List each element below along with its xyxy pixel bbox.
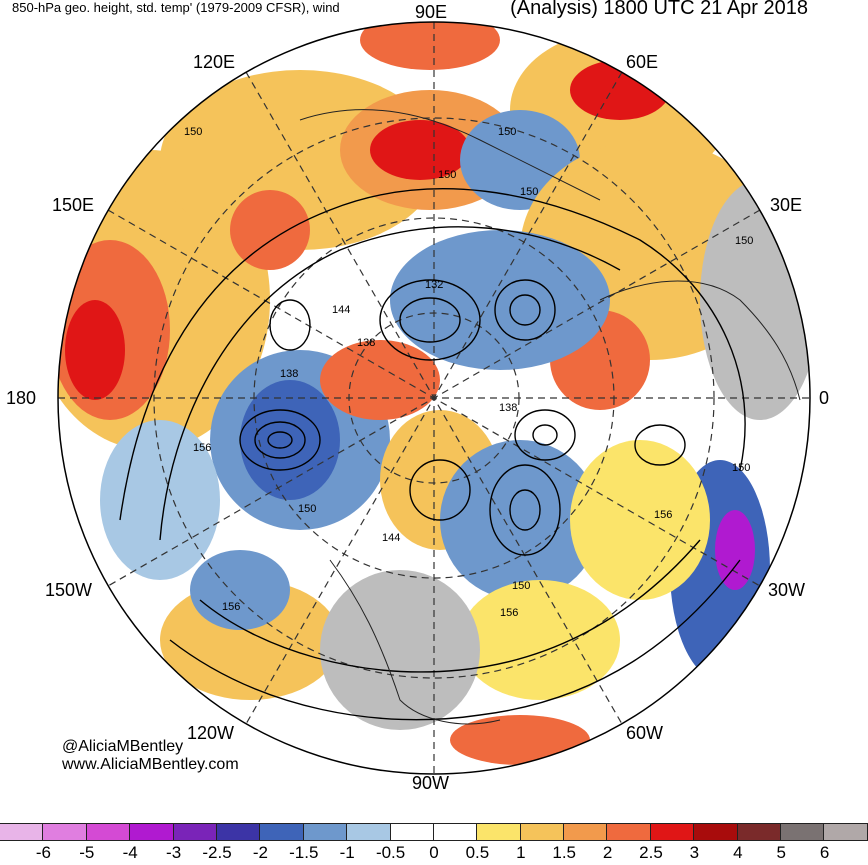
- lon-label-150w: 150W: [45, 580, 92, 600]
- contour-label: 156: [193, 442, 211, 454]
- colorbar-tick-label: -4: [122, 843, 138, 862]
- colorbar-swatch: [737, 823, 782, 841]
- colorbar-swatch: [130, 823, 174, 841]
- colorbar-swatch: [520, 823, 565, 841]
- colorbar-swatch: [216, 823, 261, 841]
- colorbar-tick-label: -1.5: [289, 843, 319, 862]
- lon-label-150e: 150E: [52, 195, 94, 215]
- lon-label-120e: 120E: [193, 52, 235, 72]
- colorbar-tick-label: 0: [429, 843, 439, 862]
- lat-lon-grid: [58, 22, 810, 774]
- colorbar-ticks: -6 -5 -4 -3 -2.5 -2 -1.5 -1 -0.5 0 0.5 1 1.5 2 2.5 3 4 5 6: [0, 843, 868, 863]
- colorbar-swatch: [477, 823, 521, 841]
- height-contours: [119, 188, 746, 721]
- colorbar-swatch: [43, 823, 87, 841]
- contour-label: 138: [280, 368, 298, 380]
- contour-label: 144: [382, 532, 400, 544]
- lon-label-90e: 90E: [415, 2, 447, 22]
- colorbar-swatch: [303, 823, 348, 841]
- colorbar-tick-label: 0.5: [465, 843, 490, 862]
- contour-label: 150: [498, 126, 516, 138]
- colorbar: -6 -5 -4 -3 -2.5 -2 -1.5 -1 -0.5 0 0.5 1 1.5 2 2.5 3 4 5 6: [0, 823, 868, 865]
- contour-label: 150: [512, 580, 530, 592]
- lon-label-60w: 60W: [626, 723, 663, 743]
- colorbar-swatch: [260, 823, 304, 841]
- colorbar-swatch: [824, 823, 868, 841]
- contour-labels: 150 150 150 150 150 132 144 138 138 138 …: [184, 126, 753, 619]
- colorbar-swatch: [173, 823, 217, 841]
- colorbar-tick-label: 2.5: [639, 843, 663, 862]
- map-title-left: 850-hPa geo. height, std. temp' (1979-20…: [12, 0, 340, 15]
- lon-label-90w: 90W: [412, 773, 449, 793]
- contour-label: 138: [357, 337, 375, 349]
- colorbar-tick-label: 1: [516, 843, 526, 862]
- coastlines: [299, 109, 801, 725]
- lon-label-120w: 120W: [187, 723, 234, 743]
- colorbar-swatches: [0, 823, 868, 841]
- lon-label-180: 180: [6, 388, 36, 408]
- contour-label: 150: [520, 186, 538, 198]
- colorbar-tick-label: 4: [733, 843, 743, 862]
- colorbar-tick-label: 2: [602, 843, 613, 862]
- map-disk: [58, 22, 810, 774]
- colorbar-swatch: [564, 823, 608, 841]
- contour-label: 150: [184, 126, 202, 138]
- contour-label: 132: [425, 279, 443, 291]
- contour-label: 138: [499, 402, 517, 414]
- longitude-labels: 90E 60E 30E 0 30W 60W 90W 120W 150W 180 …: [6, 2, 829, 793]
- contour-label: 150: [732, 462, 750, 474]
- colorbar-swatch: [607, 823, 651, 841]
- colorbar-tick-label: -5: [79, 843, 95, 862]
- colorbar-swatch: [694, 823, 738, 841]
- contour-label: 144: [332, 304, 350, 316]
- colorbar-swatch: [390, 823, 434, 841]
- colorbar-swatch: [0, 823, 44, 841]
- colorbar-swatch: [650, 823, 695, 841]
- colorbar-tick-label: 3: [689, 843, 700, 862]
- colorbar-swatch: [347, 823, 391, 841]
- map-border: [57, 21, 811, 775]
- credit-website: www.AliciaMBentley.com: [62, 756, 239, 773]
- colorbar-tick-label: 1.5: [552, 843, 577, 862]
- colorbar-swatch: [433, 823, 478, 841]
- credit-handle: @AliciaMBentley: [62, 738, 184, 755]
- lon-label-30e: 30E: [770, 195, 802, 215]
- colorbar-tick-label: -0.5: [375, 843, 406, 862]
- polar-map: 150 150 150 150 150 132 144 138 138 138 …: [6, 2, 829, 793]
- contour-label: 156: [222, 601, 240, 613]
- colorbar-tick-label: -1: [339, 843, 355, 862]
- contour-label: 156: [654, 509, 672, 521]
- colorbar-swatch: [781, 823, 825, 841]
- contour-label: 150: [438, 169, 456, 181]
- colorbar-tick-label: -2.5: [202, 843, 232, 862]
- colorbar-tick-label: 5: [776, 843, 786, 862]
- colorbar-tick-label: 6: [819, 843, 830, 862]
- contour-label: 150: [735, 235, 753, 247]
- contour-label: 156: [500, 607, 518, 619]
- lon-label-0: 0: [819, 388, 829, 408]
- lon-label-30w: 30W: [768, 580, 805, 600]
- colorbar-tick-label: -6: [35, 843, 51, 862]
- colorbar-swatch: [86, 823, 131, 841]
- contour-label: 150: [298, 503, 316, 515]
- colorbar-tick-label: -3: [166, 843, 182, 862]
- colorbar-tick-label: -2: [252, 843, 268, 862]
- map-title-right: (Analysis) 1800 UTC 21 Apr 2018: [510, 0, 808, 19]
- lon-label-60e: 60E: [626, 52, 658, 72]
